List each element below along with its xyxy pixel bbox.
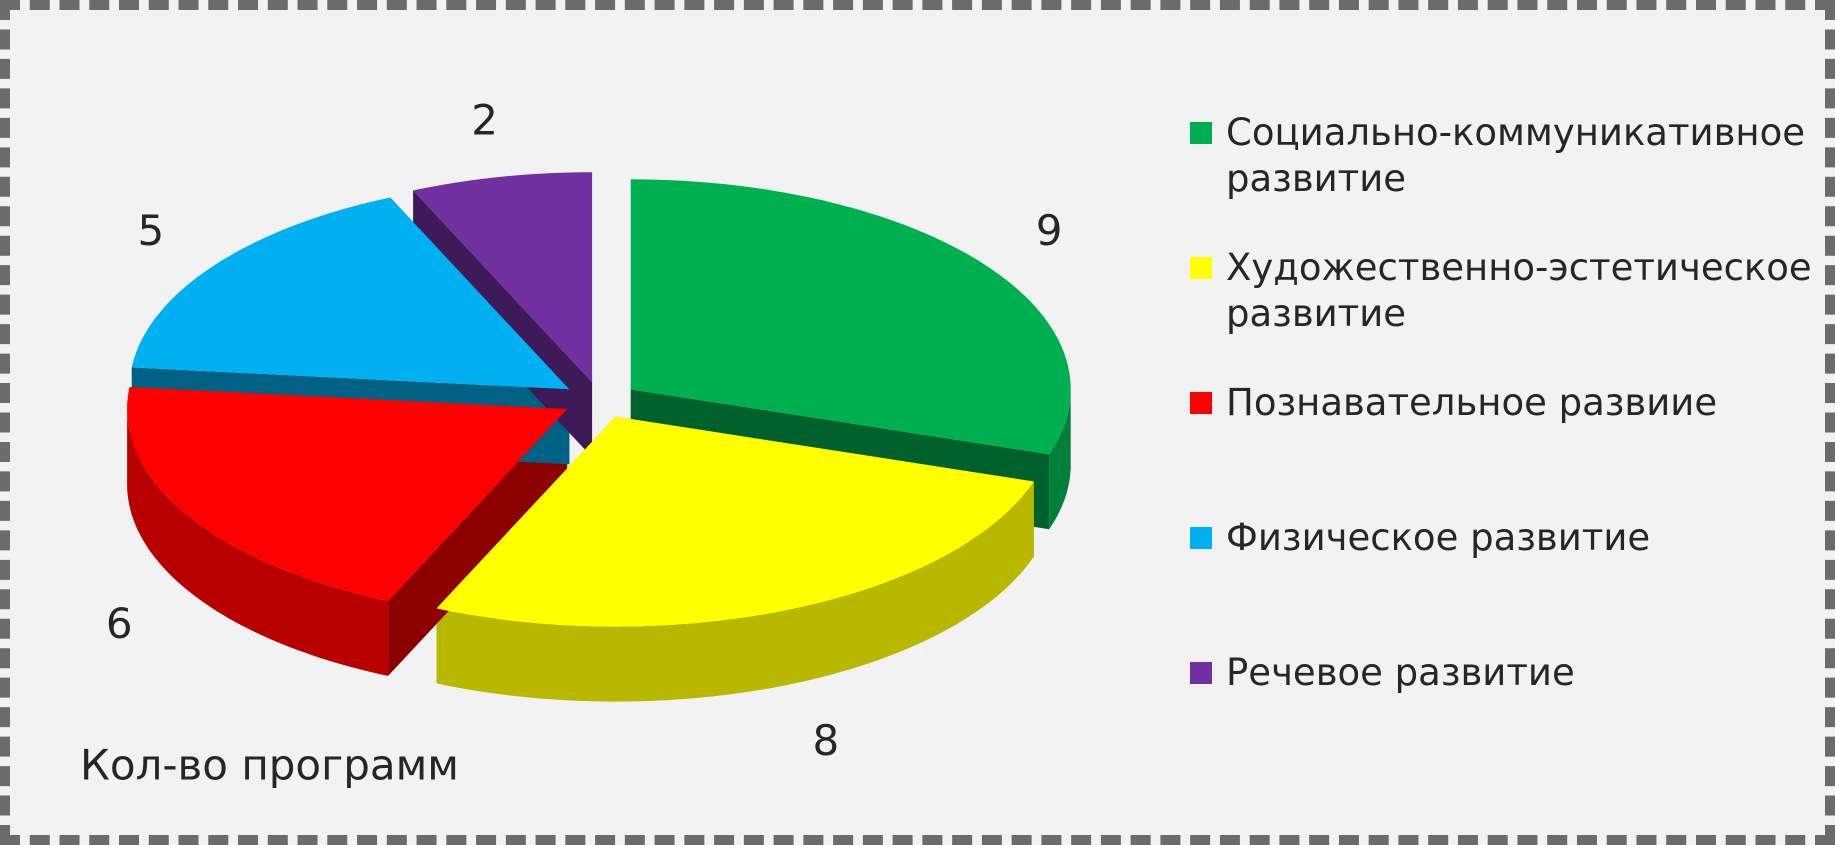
data-label: 6 [106,599,133,648]
legend-swatch [1190,527,1212,549]
slice [131,197,570,390]
slice-tops [127,172,1071,627]
slice [413,172,593,383]
slice-side [436,481,1034,702]
legend-item: Познавательное развиие [1190,380,1717,426]
legend-item: Художественно-эстетическое развитие [1190,245,1825,337]
slice [127,387,568,601]
slice-side [1049,389,1071,530]
data-label: 8 [812,716,839,765]
slice [436,416,1034,627]
legend-label: Познавательное развиие [1226,381,1718,424]
legend-item: Речевое развитие [1190,650,1575,696]
data-label: 9 [1036,206,1063,255]
chart-title: Кол-во программ [80,741,459,790]
legend-label: Физическое развитие [1226,516,1651,559]
slice-side [127,409,389,676]
chart-svg: Кол-во программ 9 8 6 5 2 [80,95,1071,790]
data-label: 2 [471,95,498,144]
legend-swatch [1190,257,1212,279]
data-label: 5 [137,206,164,255]
legend-swatch [1190,122,1212,144]
legend-item: Физическое развитие [1190,515,1650,561]
legend-swatch [1190,392,1212,414]
legend-label: Речевое развитие [1226,651,1575,694]
legend-swatch [1190,662,1212,684]
legend-label: Художественно-эстетическое развитие [1226,246,1812,335]
slice [630,179,1071,455]
legend-item: Социально-коммуникативное развитие [1190,110,1825,202]
legend-label: Социально-коммуникативное развитие [1226,111,1805,200]
